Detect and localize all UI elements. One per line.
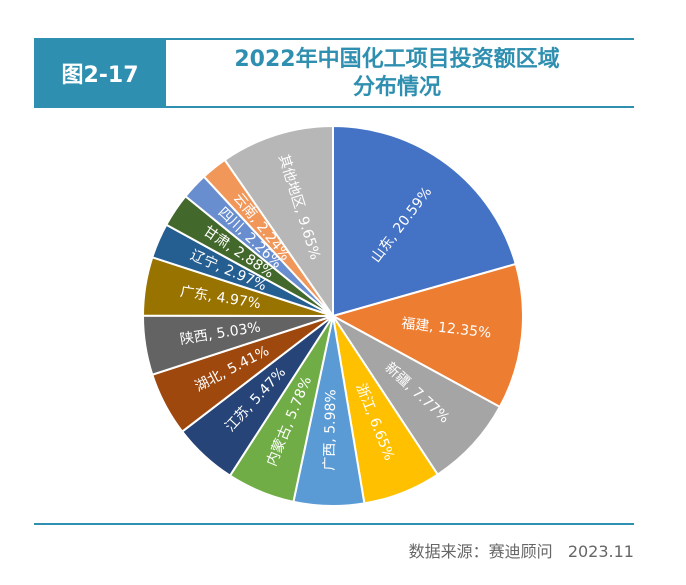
pie-chart: 山东, 20.59%福建, 12.35%新疆, 7.77%浙江, 6.65%广西…: [141, 124, 524, 507]
figure-number-badge: 图2-17: [34, 38, 166, 108]
chart-title-line-1: 2022年中国化工项目投资额区域: [234, 47, 560, 72]
chart-title-line-2: 分布情况: [352, 75, 441, 100]
pie-slice-14: [223, 124, 334, 320]
pie-slice-0: [332, 124, 517, 318]
pie-slices: [141, 124, 524, 507]
pie-label-4: 广西, 5.98%: [322, 389, 340, 471]
chart-title: 2022年中国化工项目投资额区域 分布情况: [182, 46, 612, 102]
figure-header: 图2-17 2022年中国化工项目投资额区域 分布情况: [34, 38, 634, 108]
pie-slice-2: [332, 315, 502, 476]
footer-rule: [34, 523, 634, 525]
pie-slice-1: [330, 262, 524, 409]
header-top-rule: [34, 38, 634, 40]
data-source-note: 数据来源：赛迪顾问 2023.11: [408, 542, 634, 561]
header-bottom-rule: [34, 106, 634, 108]
